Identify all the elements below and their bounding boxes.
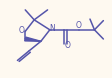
Text: N: N [49, 24, 55, 33]
Polygon shape [24, 37, 41, 41]
Text: O: O [18, 26, 24, 35]
Text: O: O [64, 41, 70, 50]
Text: O: O [75, 21, 81, 30]
